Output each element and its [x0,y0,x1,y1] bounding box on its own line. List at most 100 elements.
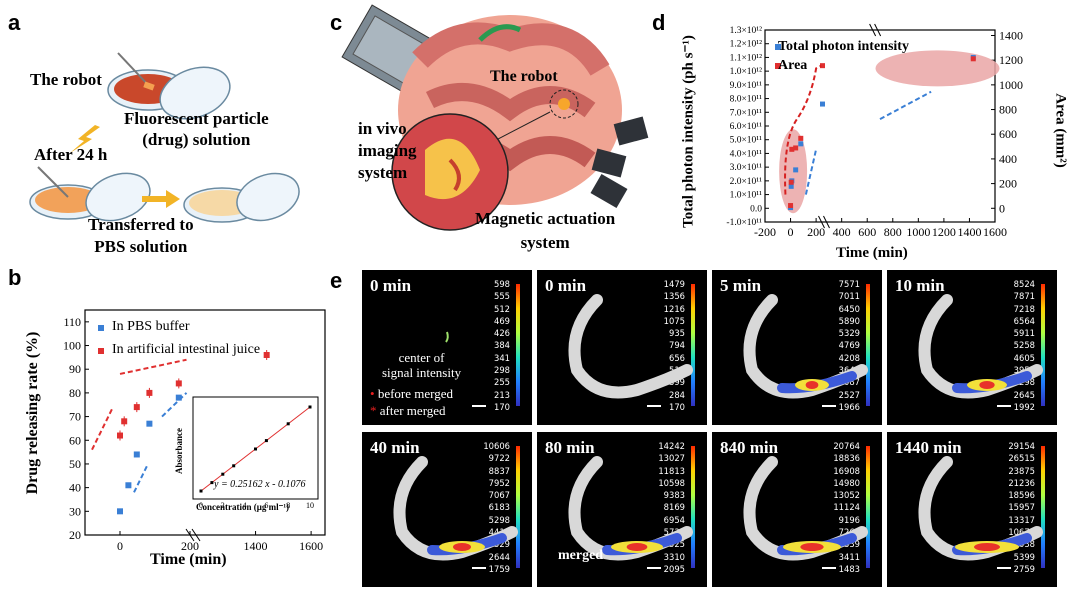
inset-xtick-label: 8 [286,501,290,510]
chart-b-point [121,418,128,425]
tile-tick-label: 21236 [1008,477,1035,488]
actuation-line-1: Magnetic actuation [475,209,616,228]
tile-tick-label: 4605 [1013,352,1035,363]
tile-tick-label: 512 [494,303,510,314]
label-transferred: Transferred to PBS solution [88,214,194,258]
chart-d-xtick-label: 600 [858,225,876,239]
inset-xtick-label: 10 [306,501,314,510]
chart-d-ytick-label: 6.0×10¹¹ [730,122,763,132]
tile-tick-label: 9383 [663,490,685,501]
faint-signal [445,331,449,343]
chart-b-xtick-label: 1600 [299,539,323,553]
tile-tick-label: 284 [669,389,685,400]
chart-d-break [874,23,882,37]
tile-tick-label: 1759 [488,563,510,574]
tile-tick-label: 7067 [488,490,510,501]
chart-d-y2tick-label: 800 [999,103,1017,117]
tile-scale-bar [472,405,486,407]
tile-tick-label: 255 [494,377,510,388]
tile-colorbar-ticks: 598 555 512 469 426 384 341 298 255 213 170 [494,278,510,413]
chart-d-trend-arrow [804,149,818,195]
imaging-tile: 5 min 7571 7011 6450 5890 5329 4769 4208 3648 308… [712,270,882,425]
tile-tick-label: 5890 [838,315,860,326]
chart-d-ylabel: Total photon intensity (ph s⁻¹) [680,35,697,228]
imaging-line-3: system [358,163,408,182]
inset-point [210,481,214,485]
chart-b-ytick-label: 100 [63,339,81,353]
tile-tick-label: 1479 [663,279,685,289]
chart-b-ytick-label: 90 [69,362,81,376]
tile-tick-label: 5399 [1013,551,1035,562]
tile-tick-label: 7871 [1013,291,1035,302]
tile-tick-label: 1075 [663,315,685,326]
chart-d-y2tick-label: 1400 [999,28,1023,42]
label-c-robot: The robot [490,68,558,85]
chart-b-ytick-label: 50 [69,457,81,471]
chart-b: 20 30 40 50 60 70 80 90 100 110 0 200 1400 1600 0 2 4 6 8… [63,309,326,553]
chart-b-ytick-label: 110 [63,315,81,329]
chart-b-xtick-label: 200 [181,539,199,553]
annot-line-1: center of [398,350,445,365]
tile-intestine [568,294,693,399]
chart-d-xtick-label: 1000 [906,225,930,239]
tile-tick-label: 5911 [1013,328,1035,339]
panel-a-illustration [29,52,300,223]
chart-b-ytick-label: 70 [69,410,81,424]
intestine-shape [568,294,693,399]
tile-tick-label: 20764 [833,441,860,451]
inset-point [199,489,203,493]
chart-b-trend-arrow [133,463,149,493]
chart-d-xtick-label: 1600 [983,225,1007,239]
chart-d-point [798,135,804,141]
tile-time-label: 10 min [895,276,945,295]
tile-tick-label: 298 [494,365,510,376]
label-actuation-system: Magnetic actuation system [475,207,615,255]
tile-time-label: 1440 min [895,438,962,457]
chart-d-legend-photon: Total photon intensity [778,39,909,54]
chart-d-ytick-label: 0.0 [750,204,762,214]
chart-d-ytick-label: 1.2×10¹² [730,40,763,50]
label-imaging-system: in vivo imaging system [358,118,417,184]
chart-b-point [263,352,270,358]
chart-d-xtick-label: 200 [807,225,825,239]
signal-high [453,543,471,551]
tile-tick-label: 935 [669,328,685,339]
solution-line-1: Fluorescent particle [124,109,269,128]
chart-d-ytick-label: 2.0×10¹¹ [730,177,763,187]
tile-tick-label: 1483 [838,563,860,574]
chart-b-ytick-label: 20 [69,528,81,542]
chart-d-trend-arrow [879,90,932,121]
imaging-tile: 10 min 8524 7871 7218 6564 5911 5258 4605 3952 32… [887,270,1057,425]
chart-d-legend-swatch [775,44,781,50]
imaging-line-2: imaging [358,141,417,160]
imaging-line-1: in vivo [358,119,407,138]
inset-point [221,472,225,476]
chart-d-y2tick-label: 1200 [999,53,1023,67]
signal-high [805,381,819,389]
tile-tick-label: 6183 [488,502,510,513]
chart-d-xlabel: Time (min) [836,245,908,261]
tile-colorbar [691,284,695,406]
chart-d-y2tick-label: 0 [999,201,1005,215]
tile-tick-label: 3310 [663,551,685,562]
tile-tick-label: 794 [669,340,685,351]
imaging-tile: 0 min 1479 1356 1216 1075 935 794 656 513 399 284 1… [537,270,707,425]
tile-tick-label: 8524 [1013,279,1035,289]
chart-d-xtick-label: -200 [754,225,776,239]
chart-d-xtick-label: 0 [788,225,794,239]
chart-d-point [793,167,799,173]
inset-xtick-label: 2 [221,501,225,510]
tile-time-label: 5 min [720,276,762,295]
chart-d-point [788,203,794,209]
imaging-tile: 80 min 14242 13027 11813 10598 9383 8169 6954 57… [537,432,707,587]
label-fluorescent-solution: Fluorescent particle (drug) solution [124,108,269,150]
tile-tick-label: 2644 [488,551,510,562]
transferred-line-1: Transferred to [88,215,194,234]
label-the-robot: The robot [30,70,102,89]
chart-d-break [818,215,825,229]
chart-d-xtick-label: 400 [833,225,851,239]
tile-tick-label: 4769 [838,340,860,351]
panel-label-e: e [330,268,343,293]
annot-merged: merged [558,548,604,563]
